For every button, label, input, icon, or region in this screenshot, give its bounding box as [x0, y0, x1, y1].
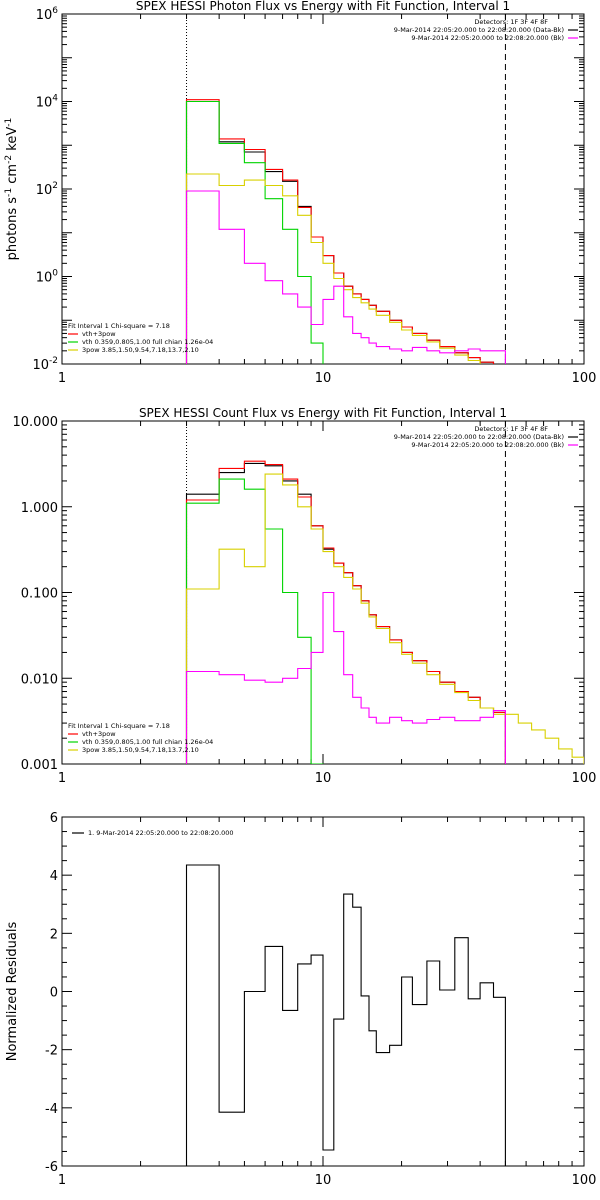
legend-bottom-text: Fit Interval 1 Chi-square = 7.18	[68, 722, 170, 730]
series-group	[185, 460, 584, 764]
y-tick-label: 2	[50, 927, 58, 942]
y-tick-label: 0.100	[21, 587, 58, 602]
y-tick-label: -4	[45, 1102, 58, 1117]
chart-panel-photon: SPEX HESSI Photon Flux vs Energy with Fi…	[4, 0, 596, 386]
y-tick-label: 104	[36, 94, 59, 111]
chart-panel-residuals: 1 10 100 -6 -4 -2 0 2 4 6 Normalized Residuals 1. 9…	[5, 811, 596, 1188]
series-red	[185, 460, 506, 764]
legend-text: 1. 9-Mar-2014 22:05:20.000 to 22:08:20.0…	[88, 829, 234, 837]
x-tick-label: 10	[315, 371, 332, 386]
series-group	[185, 99, 506, 364]
y-tick-label: 0.001	[21, 758, 58, 773]
legend-top-text: Detectors: 1F 3F 4F 8F	[474, 425, 548, 433]
y-tick-label: 10.000	[13, 415, 59, 430]
series-green	[185, 100, 324, 364]
x-tick-label: 1	[58, 371, 66, 386]
legend-top-text: 9-Mar-2014 22:05:20.000 to 22:08:20.000 …	[411, 441, 564, 449]
y-tick-label: 0	[50, 986, 58, 1001]
legend-bottom-text: vth 0.359,0.805,1.00 full chian 1.26e-04	[82, 338, 213, 346]
series-black	[185, 462, 506, 764]
y-axis-label: Normalized Residuals	[5, 922, 20, 1062]
y-tick-label: 6	[50, 811, 58, 826]
y-tick-label: 102	[36, 181, 58, 198]
y-tick-label: 106	[36, 6, 59, 23]
series-black	[185, 864, 506, 1166]
legend-bottom-text: 3pow 3.85,1.50,9.54,7.18,13.7,2.10	[82, 346, 199, 354]
y-tick-label: 1.000	[21, 501, 58, 516]
x-tick-label: 10	[315, 1173, 332, 1188]
y-tick-label: 100	[36, 269, 59, 286]
y-tick-label: -6	[45, 1160, 58, 1175]
y-tick-label: 10-2	[32, 356, 58, 373]
x-tick-label: 1	[58, 771, 66, 786]
legend-bottom-text: vth+3pow	[82, 730, 116, 738]
chart-panel-count: SPEX HESSI Count Flux vs Energy with Fit…	[13, 406, 597, 786]
series-green	[185, 478, 324, 764]
y-tick-label: -2	[45, 1044, 58, 1059]
legend-top-text: Detectors: 1F 3F 4F 8F	[474, 18, 548, 26]
y-tick-label: 4	[50, 869, 58, 884]
x-tick-label: 100	[572, 371, 597, 386]
legend-bottom-text: 3pow 3.85,1.50,9.54,7.18,13.7,2.10	[82, 746, 199, 754]
x-tick-label: 10	[315, 771, 332, 786]
legend-top-text: 9-Mar-2014 22:05:20.000 to 22:08:20.000 …	[394, 433, 564, 441]
chart-title: SPEX HESSI Photon Flux vs Energy with Fi…	[136, 0, 510, 13]
y-axis-label: photons s-1 cm-2 keV-1	[4, 118, 20, 261]
legend-bottom-text: vth+3pow	[82, 330, 116, 338]
x-tick-label: 100	[572, 771, 597, 786]
legend-bottom-text: vth 0.359,0.805,1.00 full chian 1.26e-04	[82, 738, 213, 746]
legend-top-text: 9-Mar-2014 22:05:20.000 to 22:08:20.000 …	[394, 26, 564, 34]
x-tick-label: 1	[58, 1173, 66, 1188]
chart-title: SPEX HESSI Count Flux vs Energy with Fit…	[139, 406, 507, 420]
series-black	[185, 100, 495, 364]
x-tick-label: 100	[572, 1173, 597, 1188]
series-group	[185, 864, 506, 1166]
series-magenta	[185, 190, 506, 364]
series-yellow	[185, 173, 481, 364]
legend-top-text: 9-Mar-2014 22:05:20.000 to 22:08:20.000 …	[411, 34, 564, 42]
series-yellow	[185, 473, 584, 764]
series-red	[185, 99, 495, 364]
series-magenta	[185, 591, 506, 764]
y-tick-label: 0.010	[21, 672, 58, 687]
legend-bottom-text: Fit Interval 1 Chi-square = 7.18	[68, 322, 170, 330]
